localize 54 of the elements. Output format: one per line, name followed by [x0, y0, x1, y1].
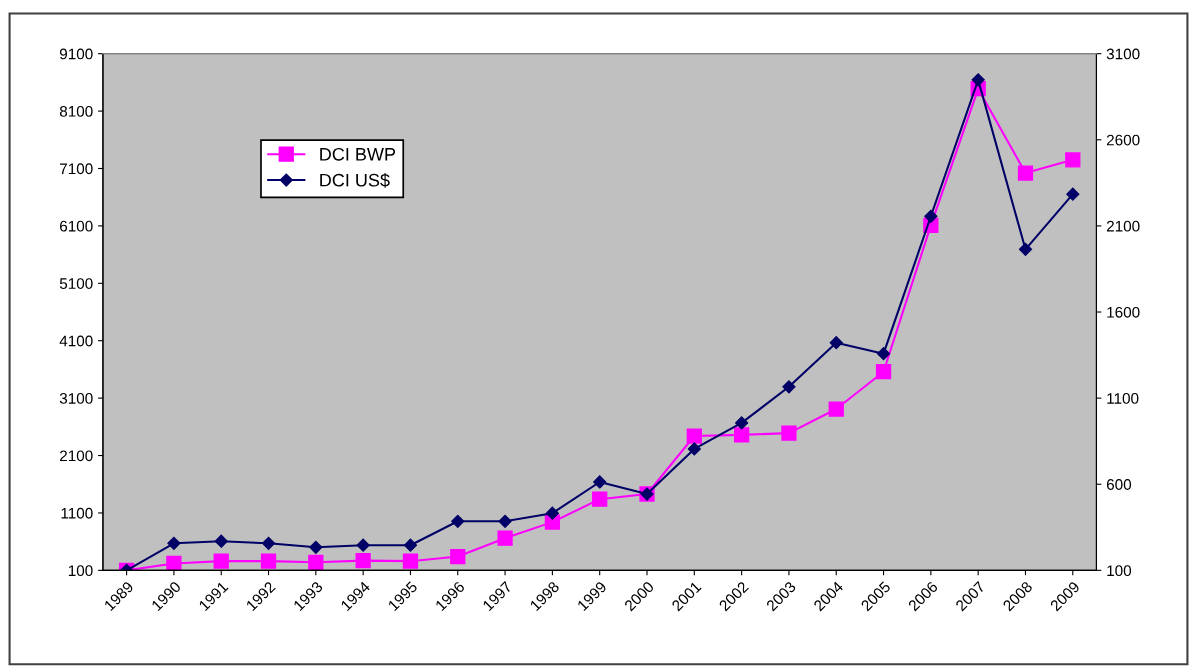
point	[451, 514, 465, 528]
y-tick-label: 8100	[59, 105, 93, 117]
y2-tick-label: 1600	[1107, 306, 1140, 318]
point	[781, 425, 797, 441]
y2-tick-label: 2600	[1106, 134, 1140, 146]
y-tick-label: 5100	[59, 278, 93, 289]
point	[355, 552, 371, 569]
legend-label: DCI BWP	[320, 147, 396, 161]
point	[592, 491, 608, 507]
y-tick-label: 2100	[60, 450, 93, 462]
y2-tick-label: 100	[1107, 565, 1132, 577]
point	[733, 427, 750, 443]
point	[828, 401, 844, 417]
y2-tick-label: 600	[1106, 479, 1132, 490]
point	[1065, 152, 1081, 168]
y2-tick-label: 2100	[1106, 220, 1140, 232]
point	[735, 416, 749, 430]
point	[166, 555, 182, 571]
point	[686, 428, 702, 444]
point	[829, 336, 843, 350]
point	[876, 347, 891, 361]
y2-tick-label: 3100	[1106, 48, 1140, 60]
point	[498, 514, 512, 528]
y-tick-label: 7100	[60, 163, 93, 175]
point	[1018, 242, 1033, 256]
point	[167, 536, 181, 550]
point	[687, 442, 701, 456]
point	[402, 553, 419, 569]
y-tick-label: 9100	[59, 48, 93, 60]
point	[782, 380, 796, 394]
point	[1066, 187, 1080, 201]
point	[356, 538, 370, 552]
point	[261, 536, 276, 550]
point	[545, 506, 559, 520]
point	[875, 364, 892, 380]
point	[213, 553, 229, 569]
point	[260, 553, 277, 569]
point	[924, 209, 938, 223]
point	[971, 73, 985, 87]
y-tick-label: 1100	[61, 507, 93, 519]
y-tick-label: 100	[68, 565, 93, 577]
point	[593, 475, 607, 489]
point	[308, 554, 324, 570]
point	[309, 540, 323, 554]
legend-label: DCI US$	[320, 173, 390, 188]
y-tick-label: 6100	[60, 220, 93, 232]
point	[214, 534, 228, 548]
point	[497, 530, 513, 546]
y-tick-label: 3100	[59, 392, 93, 404]
point	[450, 548, 466, 565]
point	[403, 538, 418, 552]
point	[1017, 165, 1034, 181]
y-tick-label: 4100	[59, 335, 93, 347]
y2-tick-label: 1100	[1107, 392, 1139, 404]
